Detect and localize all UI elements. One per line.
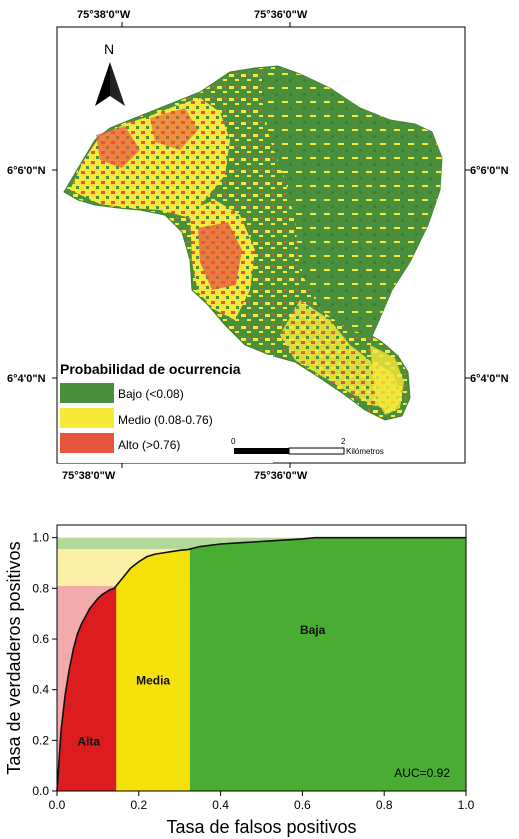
coord-top-right: 75°36'0"W <box>254 9 308 21</box>
x-axis-label: Tasa de falsos positivos <box>166 817 356 837</box>
scale-bar: 0 2 Kilómetros <box>231 437 384 456</box>
x-tick-label: 0.2 <box>130 798 147 812</box>
x-tick-label: 1.0 <box>458 798 475 812</box>
zone-area-baja <box>189 537 467 791</box>
legend-swatch-medium <box>60 408 114 428</box>
x-tick-label: 0.6 <box>294 798 311 812</box>
coord-right-lower: 6°4'0"N <box>470 373 509 385</box>
y-tick-label: 0.2 <box>32 733 49 747</box>
plot-frame <box>56 524 467 792</box>
scale-unit: Kilómetros <box>346 447 384 456</box>
coord-left-upper: 6°6'0"N <box>7 165 46 177</box>
y-tick-label: 0.0 <box>32 784 49 798</box>
zone-label-media: Media <box>136 674 170 688</box>
x-tick-label: 0.8 <box>376 798 393 812</box>
legend-swatch-low <box>60 383 114 403</box>
y-tick-label: 0.8 <box>32 581 49 595</box>
legend-title: Probabilidad de ocurrencia <box>60 361 241 377</box>
map-ticks <box>52 22 470 468</box>
y-tick-label: 0.4 <box>32 683 49 697</box>
coord-left-lower: 6°4'0"N <box>7 373 46 385</box>
zone-label-baja: Baja <box>300 623 326 637</box>
north-label: N <box>104 41 114 57</box>
zone-label-alta: Alta <box>77 734 100 748</box>
basin-area <box>63 65 443 421</box>
zone-area-alta <box>57 585 117 791</box>
legend-label-low: Bajo (<0.08) <box>118 387 184 401</box>
y-tick-label: 1.0 <box>32 531 49 545</box>
coord-bottom-left: 75°38'0"W <box>62 470 116 480</box>
scale-end: 2 <box>341 437 346 446</box>
legend-label-high: Alto (>0.76) <box>118 438 180 452</box>
north-arrow-icon <box>95 62 125 106</box>
coord-top-left: 75°38'0"W <box>77 9 131 21</box>
auc-annotation: AUC=0.92 <box>394 766 450 780</box>
x-tick-label: 0.4 <box>212 798 229 812</box>
y-tick-label: 0.6 <box>32 632 49 646</box>
scale-start: 0 <box>231 437 236 446</box>
x-tick-label: 0.0 <box>49 798 66 812</box>
coord-right-upper: 6°6'0"N <box>470 165 509 177</box>
susceptibility-map: 75°38'0"W 75°36'0"W 75°38'0"W 75°36'0"W … <box>7 9 509 480</box>
map-legend: Probabilidad de ocurrencia Bajo (<0.08) … <box>58 355 273 463</box>
coord-bottom-right: 75°36'0"W <box>254 470 308 480</box>
y-axis-label: Tasa de verdaderos positivos <box>4 541 24 774</box>
zone-area-media <box>116 549 190 791</box>
legend-swatch-high <box>60 433 114 453</box>
legend-label-medium: Medio (0.08-0.76) <box>118 413 213 427</box>
roc-curve-line <box>56 536 466 792</box>
roc-chart: Alta Media Baja 0.0 0.2 0.4 0.6 0.8 1.0 0.0 0.2 0… <box>4 524 475 837</box>
